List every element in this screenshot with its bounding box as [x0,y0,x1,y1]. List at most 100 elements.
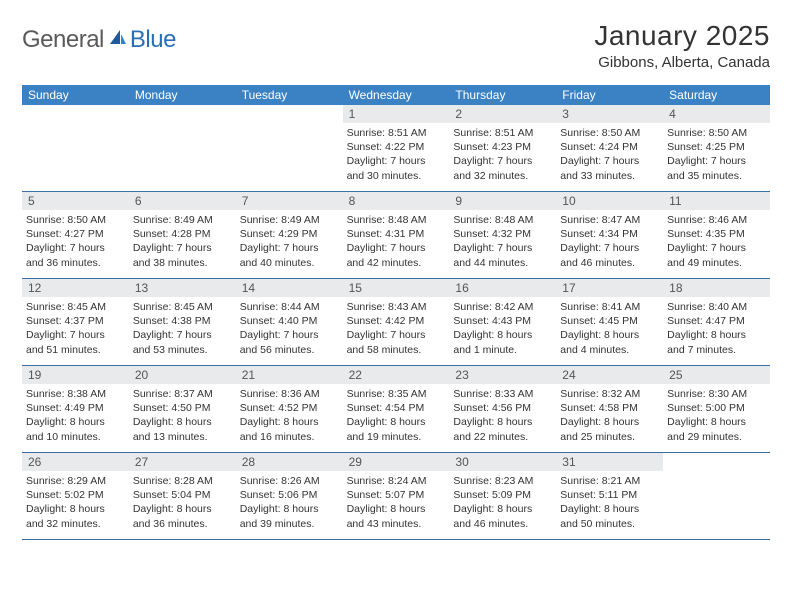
daylight-text: and 51 minutes. [26,343,125,357]
day-cell: 14Sunrise: 8:44 AMSunset: 4:40 PMDayligh… [236,279,343,365]
daylight-text: and 46 minutes. [453,517,552,531]
sunset-text: Sunset: 5:04 PM [133,488,232,502]
sunrise-text: Sunrise: 8:48 AM [453,213,552,227]
day-cell: 13Sunrise: 8:45 AMSunset: 4:38 PMDayligh… [129,279,236,365]
week-row: 19Sunrise: 8:38 AMSunset: 4:49 PMDayligh… [22,366,770,453]
sunset-text: Sunset: 4:45 PM [560,314,659,328]
title-block: January 2025 Gibbons, Alberta, Canada [594,20,770,71]
sunrise-text: Sunrise: 8:49 AM [133,213,232,227]
daylight-text: and 39 minutes. [240,517,339,531]
sunset-text: Sunset: 4:22 PM [347,140,446,154]
day-cell: 28 Sunrise: 8:26 AMSunset: 5:06 PMDayligh… [236,453,343,539]
daylight-text: Daylight: 7 hours [560,154,659,168]
day-cell: 12Sunrise: 8:45 AMSunset: 4:37 PMDayligh… [22,279,129,365]
sunrise-text: Sunrise: 8:46 AM [667,213,766,227]
daylight-text: and 30 minutes. [347,169,446,183]
week-row: 26Sunrise: 8:29 AMSunset: 5:02 PMDayligh… [22,453,770,540]
daylight-text: Daylight: 7 hours [133,241,232,255]
sunset-text: Sunset: 4:50 PM [133,401,232,415]
day-cell [236,105,343,191]
daylight-text: Daylight: 8 hours [26,502,125,516]
sunrise-text: Sunrise: 8:32 AM [560,387,659,401]
day-number: 3 [556,105,663,123]
day-number: 26 [22,453,129,471]
daylight-text: and 13 minutes. [133,430,232,444]
week-row: 12Sunrise: 8:45 AMSunset: 4:37 PMDayligh… [22,279,770,366]
day-number: 4 [663,105,770,123]
daylight-text: and 46 minutes. [560,256,659,270]
sunrise-text: Sunrise: 8:48 AM [347,213,446,227]
daylight-text: Daylight: 7 hours [667,241,766,255]
day-cell: 5Sunrise: 8:50 AMSunset: 4:27 PMDaylight… [22,192,129,278]
daylight-text: Daylight: 7 hours [453,154,552,168]
daylight-text: Daylight: 8 hours [240,415,339,429]
sunrise-text: Sunrise: 8:24 AM [347,474,446,488]
sunrise-text: Sunrise: 8:26 AM [240,474,339,488]
daylight-text: Daylight: 7 hours [240,328,339,342]
sunrise-text: Sunrise: 8:45 AM [26,300,125,314]
logo-text-blue: Blue [130,26,176,54]
day-cell: 3Sunrise: 8:50 AMSunset: 4:24 PMDaylight… [556,105,663,191]
day-cell: 4Sunrise: 8:50 AMSunset: 4:25 PMDaylight… [663,105,770,191]
daylight-text: and 44 minutes. [453,256,552,270]
sunset-text: Sunset: 4:38 PM [133,314,232,328]
daylight-text: and 38 minutes. [133,256,232,270]
day-cell: 26Sunrise: 8:29 AMSunset: 5:02 PMDayligh… [22,453,129,539]
sunset-text: Sunset: 4:27 PM [26,227,125,241]
sunset-text: Sunset: 5:06 PM [240,488,339,502]
day-number: 29 [343,453,450,471]
day-cell: 7Sunrise: 8:49 AMSunset: 4:29 PMDaylight… [236,192,343,278]
day-number: 6 [129,192,236,210]
daylight-text: and 35 minutes. [667,169,766,183]
sunset-text: Sunset: 4:43 PM [453,314,552,328]
day-number: 30 [449,453,556,471]
day-number: 13 [129,279,236,297]
daylight-text: and 1 minute. [453,343,552,357]
sunrise-text: Sunrise: 8:51 AM [453,126,552,140]
day-number: 14 [236,279,343,297]
day-cell: 30Sunrise: 8:23 AMSunset: 5:09 PMDayligh… [449,453,556,539]
daylight-text: and 32 minutes. [453,169,552,183]
day-cell: 29Sunrise: 8:24 AMSunset: 5:07 PMDayligh… [343,453,450,539]
sunrise-text: Sunrise: 8:42 AM [453,300,552,314]
daylight-text: and 22 minutes. [453,430,552,444]
daylight-text: Daylight: 7 hours [26,241,125,255]
day-header: Monday [129,85,236,105]
daylight-text: Daylight: 8 hours [240,502,339,516]
daylight-text: and 50 minutes. [560,517,659,531]
day-cell: 1Sunrise: 8:51 AMSunset: 4:22 PMDaylight… [343,105,450,191]
day-cell: 27Sunrise: 8:28 AMSunset: 5:04 PMDayligh… [129,453,236,539]
daylight-text: Daylight: 8 hours [347,415,446,429]
day-number: 28 [236,453,343,471]
day-cell [129,105,236,191]
sunset-text: Sunset: 4:56 PM [453,401,552,415]
sunset-text: Sunset: 4:28 PM [133,227,232,241]
daylight-text: Daylight: 8 hours [667,328,766,342]
daylight-text: Daylight: 8 hours [453,502,552,516]
day-cell: 22Sunrise: 8:35 AMSunset: 4:54 PMDayligh… [343,366,450,452]
sunset-text: Sunset: 5:11 PM [560,488,659,502]
daylight-text: and 42 minutes. [347,256,446,270]
day-number [129,105,236,109]
sunset-text: Sunset: 4:25 PM [667,140,766,154]
daylight-text: and 7 minutes. [667,343,766,357]
daylight-text: Daylight: 8 hours [26,415,125,429]
sunrise-text: Sunrise: 8:28 AM [133,474,232,488]
day-number: 23 [449,366,556,384]
sunset-text: Sunset: 5:00 PM [667,401,766,415]
day-number: 15 [343,279,450,297]
daylight-text: and 36 minutes. [133,517,232,531]
day-header-row: Sunday Monday Tuesday Wednesday Thursday… [22,85,770,105]
daylight-text: Daylight: 8 hours [453,415,552,429]
daylight-text: Daylight: 8 hours [560,502,659,516]
logo-sail-icon [108,28,128,51]
daylight-text: and 56 minutes. [240,343,339,357]
sunset-text: Sunset: 4:35 PM [667,227,766,241]
sunrise-text: Sunrise: 8:23 AM [453,474,552,488]
day-number: 25 [663,366,770,384]
sunset-text: Sunset: 4:34 PM [560,227,659,241]
day-cell: 19Sunrise: 8:38 AMSunset: 4:49 PMDayligh… [22,366,129,452]
logo: General Blue [22,26,176,54]
sunrise-text: Sunrise: 8:21 AM [560,474,659,488]
day-cell: 20Sunrise: 8:37 AMSunset: 4:50 PMDayligh… [129,366,236,452]
